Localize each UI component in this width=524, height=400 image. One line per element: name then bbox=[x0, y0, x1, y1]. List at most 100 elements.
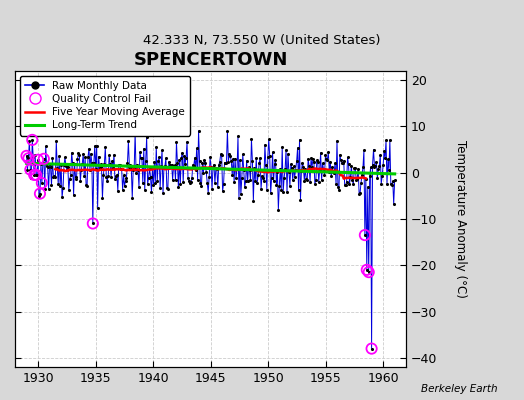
Point bbox=[389, 178, 397, 184]
Point bbox=[208, 186, 216, 192]
Point bbox=[384, 156, 392, 163]
Point bbox=[69, 160, 77, 166]
Point bbox=[311, 180, 319, 187]
Point bbox=[117, 166, 126, 172]
Point bbox=[129, 166, 137, 173]
Point bbox=[259, 175, 267, 181]
Point bbox=[170, 162, 179, 168]
Point bbox=[316, 150, 325, 156]
Point bbox=[59, 185, 67, 191]
Point bbox=[239, 166, 248, 173]
Point bbox=[382, 137, 390, 144]
Point bbox=[306, 178, 314, 185]
Point bbox=[232, 174, 241, 181]
Point bbox=[79, 151, 88, 157]
Point bbox=[209, 164, 217, 171]
Point bbox=[204, 190, 212, 196]
Point bbox=[243, 157, 251, 164]
Point bbox=[215, 159, 224, 165]
Point bbox=[162, 185, 171, 191]
Point bbox=[372, 163, 380, 170]
Point bbox=[329, 169, 337, 176]
Title: SPENCERTOWN: SPENCERTOWN bbox=[134, 51, 288, 69]
Point bbox=[345, 181, 354, 187]
Point bbox=[230, 179, 238, 185]
Point bbox=[174, 184, 182, 191]
Point bbox=[347, 163, 356, 169]
Point bbox=[244, 164, 253, 171]
Point bbox=[363, 267, 371, 273]
Point bbox=[251, 177, 259, 184]
Point bbox=[34, 156, 42, 163]
Point bbox=[325, 169, 333, 176]
Point bbox=[287, 161, 295, 168]
Point bbox=[161, 162, 169, 169]
Point bbox=[78, 160, 86, 167]
Point bbox=[89, 220, 97, 227]
Point bbox=[308, 164, 316, 170]
Point bbox=[389, 201, 398, 207]
Point bbox=[201, 160, 210, 166]
Point bbox=[30, 172, 38, 178]
Point bbox=[32, 172, 40, 178]
Point bbox=[373, 175, 381, 182]
Point bbox=[383, 180, 391, 187]
Point bbox=[25, 138, 34, 144]
Point bbox=[361, 232, 369, 238]
Point bbox=[226, 153, 234, 160]
Point bbox=[88, 160, 96, 166]
Point bbox=[361, 232, 369, 238]
Point bbox=[312, 177, 320, 183]
Point bbox=[72, 175, 81, 182]
Point bbox=[73, 156, 82, 163]
Point bbox=[134, 166, 142, 173]
Point bbox=[178, 150, 187, 156]
Point bbox=[197, 183, 205, 189]
Point bbox=[199, 170, 208, 176]
Point bbox=[298, 160, 307, 166]
Point bbox=[122, 174, 130, 181]
Point bbox=[46, 163, 54, 170]
Point bbox=[38, 180, 46, 186]
Point bbox=[353, 176, 362, 182]
Point bbox=[107, 174, 115, 180]
Point bbox=[23, 167, 31, 173]
Point bbox=[253, 179, 261, 186]
Point bbox=[367, 346, 376, 352]
Point bbox=[30, 172, 38, 178]
Point bbox=[313, 159, 322, 166]
Point bbox=[303, 177, 311, 183]
Point bbox=[198, 160, 206, 166]
Point bbox=[163, 186, 172, 192]
Point bbox=[141, 158, 150, 164]
Point bbox=[47, 182, 56, 188]
Point bbox=[52, 138, 60, 144]
Point bbox=[322, 156, 331, 163]
Point bbox=[267, 190, 275, 197]
Point bbox=[210, 161, 218, 168]
Point bbox=[357, 180, 365, 186]
Point bbox=[359, 147, 368, 154]
Point bbox=[254, 172, 263, 178]
Point bbox=[261, 142, 269, 148]
Point bbox=[343, 154, 352, 161]
Point bbox=[40, 156, 48, 162]
Point bbox=[114, 188, 122, 194]
Legend: Raw Monthly Data, Quality Control Fail, Five Year Moving Average, Long-Term Tren: Raw Monthly Data, Quality Control Fail, … bbox=[20, 76, 190, 136]
Point bbox=[268, 149, 277, 155]
Point bbox=[60, 162, 68, 169]
Point bbox=[176, 181, 184, 188]
Point bbox=[185, 180, 194, 186]
Point bbox=[191, 167, 200, 173]
Point bbox=[283, 189, 291, 196]
Point bbox=[214, 184, 222, 190]
Point bbox=[116, 166, 125, 172]
Point bbox=[351, 165, 359, 172]
Point bbox=[62, 163, 70, 169]
Point bbox=[223, 128, 232, 134]
Point bbox=[63, 164, 72, 170]
Point bbox=[104, 173, 113, 180]
Point bbox=[236, 157, 244, 164]
Point bbox=[69, 192, 78, 198]
Point bbox=[367, 346, 376, 352]
